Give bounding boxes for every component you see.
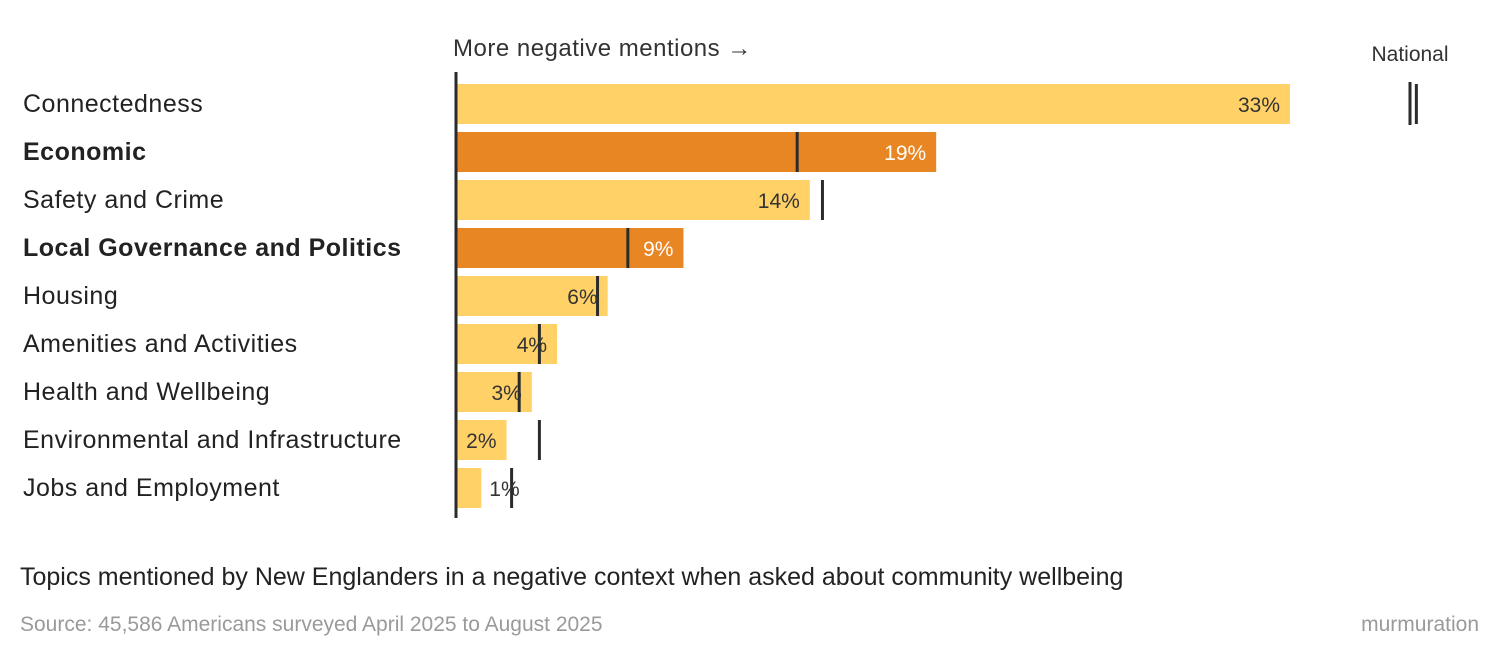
category-label: Environmental and Infrastructure	[23, 426, 402, 454]
value-labels: 33% 19% 14% 9% 6% 4% 3% 2% 1%	[466, 94, 1280, 501]
value-label: 6%	[567, 286, 597, 309]
bar	[456, 468, 482, 508]
value-label: 19%	[884, 142, 926, 165]
value-label: 2%	[466, 430, 496, 453]
value-label: 1%	[489, 478, 519, 501]
national-markers	[510, 84, 1418, 508]
axis-direction-note: More negative mentions →	[453, 35, 752, 62]
category-label: Housing	[23, 282, 118, 310]
legend-national-label: National	[1371, 43, 1448, 66]
category-label: Economic	[23, 138, 146, 166]
category-label: Connectedness	[23, 90, 203, 118]
value-label: 9%	[643, 238, 673, 261]
brand-label: murmuration	[1361, 613, 1479, 636]
bar	[456, 276, 608, 316]
bars	[456, 84, 1290, 508]
bar	[456, 180, 810, 220]
value-label: 33%	[1238, 94, 1280, 117]
source-note: Source: 45,586 Americans surveyed April …	[20, 613, 603, 636]
bar	[456, 228, 684, 268]
category-label: Jobs and Employment	[23, 474, 280, 502]
value-label: 3%	[491, 382, 521, 405]
category-label: Safety and Crime	[23, 186, 224, 214]
category-label: Health and Wellbeing	[23, 378, 270, 406]
bar	[456, 420, 507, 460]
bar	[456, 84, 1290, 124]
bar	[456, 132, 937, 172]
category-label: Amenities and Activities	[23, 330, 298, 358]
value-label: 4%	[517, 334, 547, 357]
category-label: Local Governance and Politics	[23, 234, 402, 262]
value-label: 14%	[758, 190, 800, 213]
category-labels: Connectedness Economic Safety and Crime Loc…	[23, 90, 402, 502]
chart-title: Topics mentioned by New Englanders in a …	[20, 563, 1123, 591]
